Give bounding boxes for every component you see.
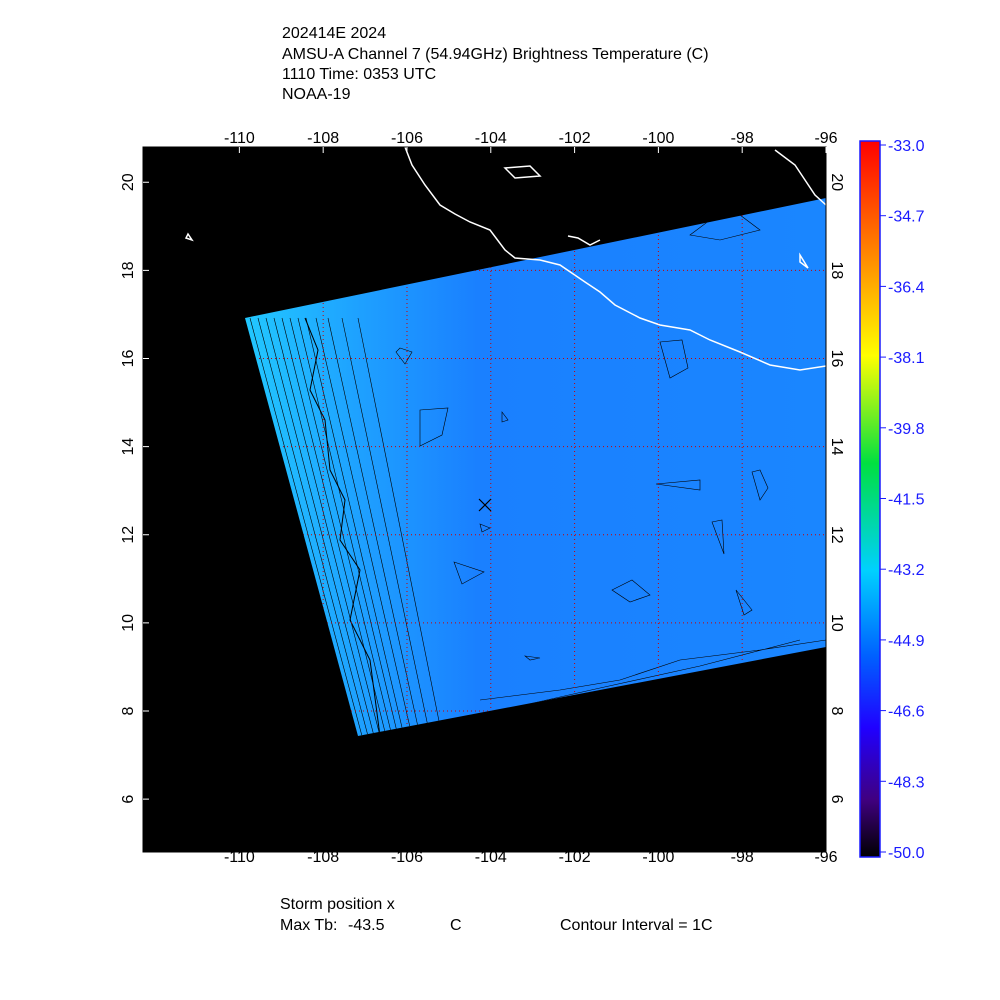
colorbar-tick-label: -41.5 bbox=[888, 492, 925, 509]
y-tick-label-right: 12 bbox=[828, 526, 845, 544]
y-tick-label-left: 8 bbox=[120, 706, 137, 715]
y-tick-label-right: 18 bbox=[828, 261, 845, 279]
header-line: NOAA-19 bbox=[282, 86, 351, 103]
y-tick-label-right: 20 bbox=[828, 173, 845, 191]
contour-interval: Contour Interval = 1C bbox=[560, 917, 713, 934]
y-tick-label-right: 16 bbox=[828, 350, 845, 368]
x-tick-label-bottom: -110 bbox=[224, 849, 255, 866]
colorbar-tick-label: -50.0 bbox=[888, 845, 925, 862]
storm-marker bbox=[478, 498, 492, 512]
coastline bbox=[184, 147, 826, 371]
colorbar-tick-label: -38.1 bbox=[888, 350, 925, 367]
header-line: 202414E 2024 bbox=[282, 25, 386, 42]
x-tick-label-bottom: -96 bbox=[814, 849, 837, 866]
y-tick-label-left: 20 bbox=[120, 173, 137, 191]
x-tick-label-bottom: -104 bbox=[475, 849, 507, 866]
colorbar-ramp bbox=[859, 140, 881, 858]
x-tick-label-bottom: -102 bbox=[559, 849, 591, 866]
footer: Storm position x Max Tb: -43.5 C Contour… bbox=[280, 896, 713, 934]
y-tick-label-left: 18 bbox=[120, 261, 137, 279]
y-tick-label-left: 6 bbox=[120, 795, 137, 804]
x-tick-label-bottom: -100 bbox=[642, 849, 674, 866]
colorbar-tick-label: -36.4 bbox=[888, 279, 925, 296]
max-tb-value: -43.5 bbox=[348, 917, 385, 934]
map-frame bbox=[142, 146, 827, 853]
colorbar-tick-label: -33.0 bbox=[888, 138, 925, 155]
x-tick-label-top: -100 bbox=[642, 130, 674, 147]
y-tick-label-left: 10 bbox=[120, 614, 137, 632]
x-tick-label-bottom: -98 bbox=[731, 849, 754, 866]
colorbar: -33.0 -34.7 -36.4 -38.1 -39.8 -41.5 -43.2 -44.9… bbox=[859, 138, 925, 862]
header-line: AMSU-A Channel 7 (54.94GHz) Brightness T… bbox=[282, 46, 709, 63]
y-tick-label-left: 12 bbox=[120, 526, 137, 544]
header-line: 1110 Time: 0353 UTC bbox=[282, 66, 436, 83]
header: 202414E 2024 AMSU-A Channel 7 (54.94GHz)… bbox=[282, 25, 709, 103]
y-tick-label-left: 14 bbox=[120, 438, 137, 456]
x-tick-label-bottom: -108 bbox=[307, 849, 339, 866]
x-tick-label-top: -104 bbox=[475, 130, 507, 147]
x-tick-label-bottom: -106 bbox=[391, 849, 423, 866]
colorbar-tick-label: -43.2 bbox=[888, 562, 925, 579]
axes: -110 -110 -108 -108 -106 -106 -104 -104 -102 -102… bbox=[120, 130, 845, 866]
max-tb-unit: C bbox=[450, 917, 462, 934]
y-tick-label-left: 16 bbox=[120, 350, 137, 368]
x-tick-label-top: -110 bbox=[224, 130, 255, 147]
colorbar-tick-label: -44.9 bbox=[888, 633, 925, 650]
x-tick-label-top: -108 bbox=[307, 130, 339, 147]
x-tick-label-top: -106 bbox=[391, 130, 423, 147]
storm-label: Storm position x bbox=[280, 896, 395, 913]
colorbar-tick-label: -46.6 bbox=[888, 704, 925, 721]
y-tick-label-right: 6 bbox=[828, 795, 845, 804]
y-tick-label-right: 8 bbox=[828, 707, 845, 716]
y-tick-label-right: 10 bbox=[828, 614, 845, 632]
x-tick-label-top: -96 bbox=[814, 130, 837, 147]
y-tick-label-right: 14 bbox=[828, 438, 845, 456]
colorbar-tick-label: -34.7 bbox=[888, 209, 925, 226]
map bbox=[143, 147, 826, 852]
max-tb-label: Max Tb: bbox=[280, 917, 338, 934]
colorbar-tick-label: -39.8 bbox=[888, 421, 925, 438]
x-tick-label-top: -98 bbox=[731, 130, 754, 147]
colorbar-tick-label: -48.3 bbox=[888, 774, 925, 791]
x-tick-label-top: -102 bbox=[559, 130, 591, 147]
